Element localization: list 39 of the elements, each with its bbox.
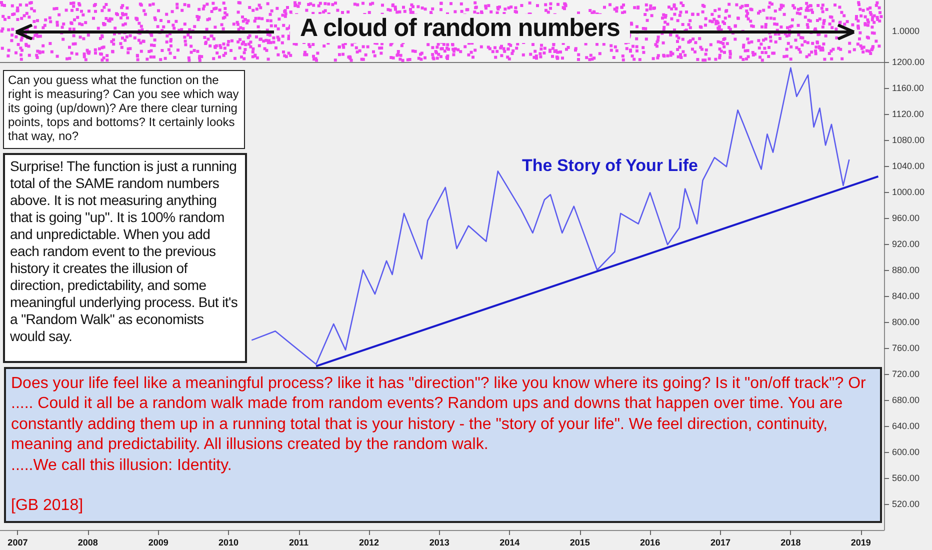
y-tick-label: 920.00 [892, 239, 920, 249]
x-tick-label: 2009 [148, 538, 168, 548]
y-tick-label: 1120.00 [892, 109, 924, 119]
x-tick-label: 2015 [570, 538, 590, 548]
line-series [250, 67, 850, 365]
y-tick-label: 720.00 [892, 369, 920, 379]
x-tick-label: 2010 [218, 538, 239, 548]
x-tick-label: 2013 [429, 538, 450, 548]
x-tick-label: 2017 [710, 538, 730, 548]
text: 1.0000 [892, 26, 920, 36]
y-tick-label: 960.00 [892, 213, 920, 223]
y-tick-label: 1000.00 [892, 187, 925, 197]
annotation: Does your life feel like a meaningful process? like it has "direction"? like you know where its going? Is it "on/off track"? Or ..... Could it all be a random walk made from random events? Random ups and downs that happen over time. You are constantly adding them up in a running total that is your history - the "story of your life". We feel direction, continuity, meaning and predictability. All illusions created by the random walk. .....We call this illusion: Identity. [11, 374, 867, 476]
x-tick-label: 2011 [289, 538, 309, 548]
annotation: The Story of Your Life [522, 156, 698, 176]
x-tick-label: 2008 [78, 538, 98, 548]
y-tick-label: 560.00 [892, 473, 920, 483]
x-tick-label: 2007 [8, 538, 28, 548]
annotation: Can you guess what the function on the right is measuring? Can you see which way its going (up/down)? Are there clear turning points, tops and bottoms? It certainly looks that way, no? [3, 70, 245, 149]
text: Surprise! The function is just a running total of the SAME random numbers above. It is not measuring anything that is going "up". It is 100% random and unpredictable. When you add each random event to the previous history it creates the illusion of direction, predictability, and some meaningful underlying process. But it's a "Random Walk" as economists would say. [10, 158, 238, 344]
y-tick-label: 1040.00 [892, 161, 925, 171]
x-tick-label: 2014 [500, 538, 520, 548]
x-tick-label: 2012 [358, 538, 380, 548]
y-tick-label: 640.00 [892, 421, 920, 431]
y-tick-label: 680.00 [892, 395, 920, 405]
y-tick-label: 880.00 [892, 265, 920, 275]
y-tick-label: 760.00 [892, 343, 920, 353]
y-tick-label: 840.00 [892, 291, 920, 301]
annotation: [GB 2018] [11, 496, 84, 516]
chart-title: A cloud of random numbers [290, 14, 630, 43]
y-tick-label: 1160.00 [892, 83, 924, 93]
y-tick-label: 520.00 [892, 499, 920, 509]
x-tick-label: 2019 [850, 538, 871, 548]
y-tick-label: 1200.00 [892, 57, 925, 67]
x-tick-label: 2018 [780, 538, 801, 548]
y-tick-label: 1080.00 [892, 135, 925, 145]
y-tick-label: 600.00 [892, 447, 920, 457]
y-tick-label: 800.00 [892, 317, 920, 327]
x-tick-label: 2016 [640, 538, 660, 548]
